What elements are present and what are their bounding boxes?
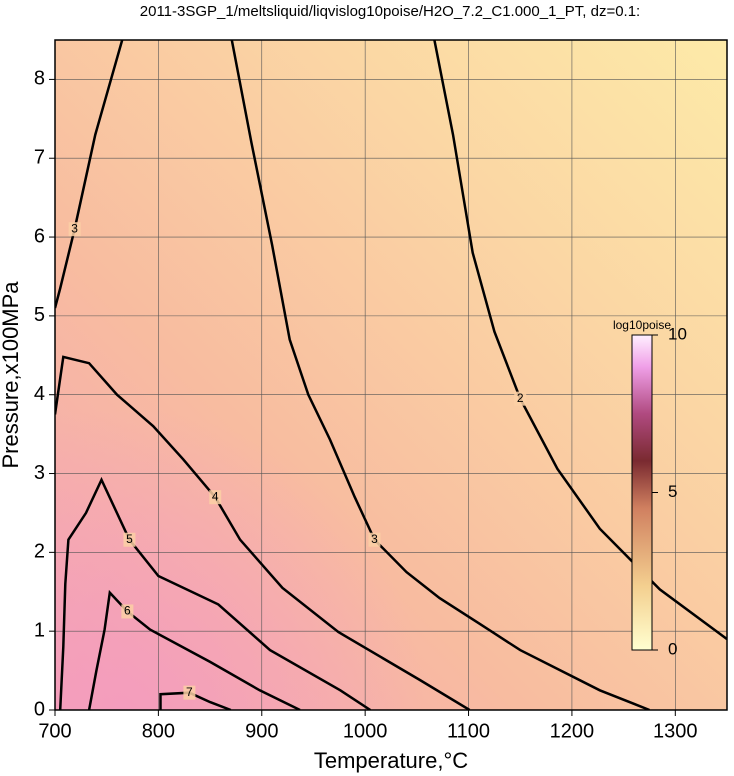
y-tick-label: 3	[34, 462, 45, 484]
contour-label-bg	[209, 490, 222, 505]
y-tick-label: 2	[34, 541, 45, 563]
x-tick-label: 1200	[550, 720, 595, 742]
contour-label: 3	[71, 221, 78, 235]
contour-label-bg	[123, 532, 136, 547]
x-tick-label: 900	[245, 720, 278, 742]
x-axis-label: Temperature,°C	[314, 748, 468, 773]
colorbar-tick-label: 10	[668, 324, 687, 343]
y-tick-label: 8	[34, 68, 45, 90]
contour-label-bg	[514, 391, 527, 406]
contour-line	[58, 476, 371, 710]
contour-label: 7	[186, 685, 193, 699]
contour-label: 6	[124, 604, 131, 618]
contour-label-bg	[68, 222, 81, 237]
colorbar	[631, 334, 653, 651]
contours: 2 3 3 4 5 6 7	[55, 40, 727, 710]
colorbar-tick-label: 5	[668, 482, 677, 501]
colorbar-tick-label: 0	[668, 639, 677, 658]
colorbar-title: log10poise	[613, 318, 671, 332]
contour-label-bg	[183, 685, 196, 700]
contour-label: 2	[517, 391, 524, 405]
contour-label: 5	[126, 532, 133, 546]
y-tick-label: 1	[34, 619, 45, 641]
axes: 700 800 900 1000 1100 1200 1300 0 1 2 3 4 5 6 7 8	[34, 68, 698, 743]
x-tick-label: 1000	[343, 720, 388, 742]
x-tick-label: 700	[38, 720, 71, 742]
contour-label-bg	[368, 532, 381, 547]
y-axis-label: Pressure,x100MPa	[0, 281, 23, 469]
y-tick-label: 7	[34, 147, 45, 169]
contour-line	[230, 40, 650, 710]
contour-label-bg	[121, 604, 134, 619]
y-tick-label: 6	[34, 225, 45, 247]
y-tick-label: 5	[34, 304, 45, 326]
contour-line	[55, 355, 471, 710]
x-tick-label: 1100	[447, 720, 490, 742]
x-tick-label: 1300	[653, 720, 698, 742]
contour-label: 3	[371, 532, 378, 546]
y-tick-label: 0	[34, 698, 45, 720]
x-tick-label: 800	[142, 720, 175, 742]
chart-title: 2011-3SGP_1/meltsliquid/liqvislog10poise…	[140, 3, 640, 20]
plot-frame	[54, 39, 728, 711]
contour-label: 4	[212, 489, 219, 503]
plot-shade	[55, 40, 727, 710]
y-tick-label: 4	[34, 383, 45, 405]
